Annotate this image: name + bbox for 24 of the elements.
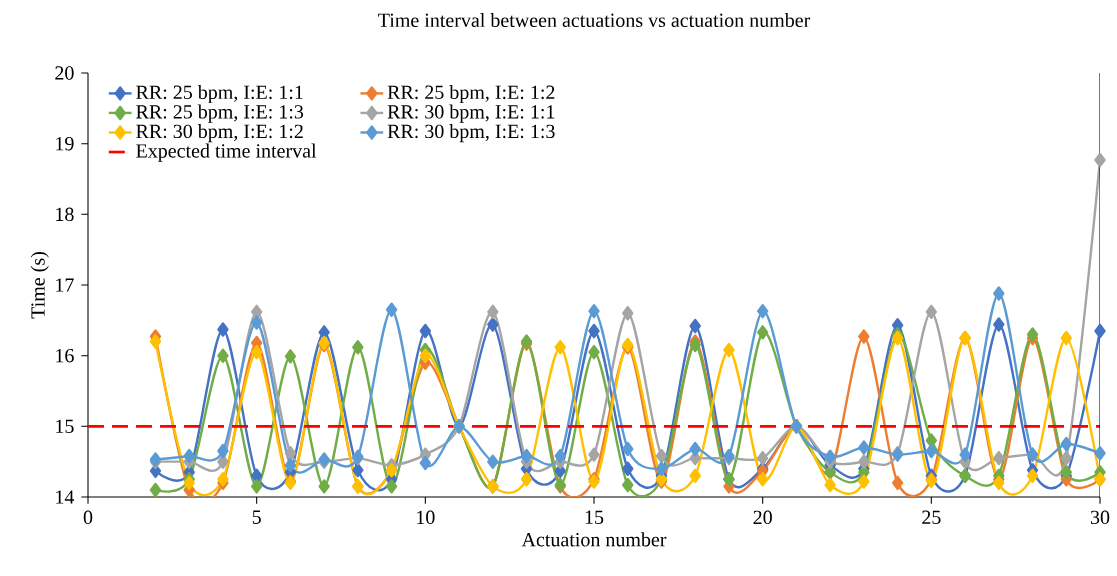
legend-label: RR: 25 bpm, I:E: 1:1: [136, 84, 303, 104]
legend-label: RR: 25 bpm, I:E: 1:2: [387, 84, 555, 104]
legend-label: RR: 30 bpm, I:E: 1:1: [387, 104, 555, 123]
legend-label: RR: 30 bpm, I:E: 1:3: [387, 124, 555, 143]
y-tick-label: 19: [56, 136, 74, 151]
x-axis-title: Actuation number: [521, 532, 667, 547]
chart-title: Time interval between actuations vs actuation number: [378, 12, 811, 28]
x-tick-label: 10: [417, 510, 435, 525]
y-tick-label: 17: [56, 278, 74, 292]
y-tick-label: 14: [56, 490, 75, 504]
legend-label: RR: 30 bpm, I:E: 1:2: [136, 124, 303, 143]
x-tick-label: 25: [922, 510, 941, 525]
y-tick-label: 18: [56, 207, 74, 222]
x-tick-label: 5: [252, 510, 261, 524]
x-tick-label: 20: [753, 510, 772, 525]
legend-label: Expected time interval: [136, 143, 317, 162]
y-tick-label: 16: [56, 348, 74, 363]
legend-label: RR: 25 bpm, I:E: 1:3: [136, 104, 304, 123]
y-axis-title: Time (s): [30, 252, 49, 319]
y-tick-label: 15: [56, 419, 74, 434]
x-tick-label: 15: [585, 510, 604, 524]
x-tick-label: 0: [83, 510, 93, 525]
y-tick-label: 20: [55, 66, 74, 80]
x-tick-label: 30: [1090, 510, 1110, 525]
